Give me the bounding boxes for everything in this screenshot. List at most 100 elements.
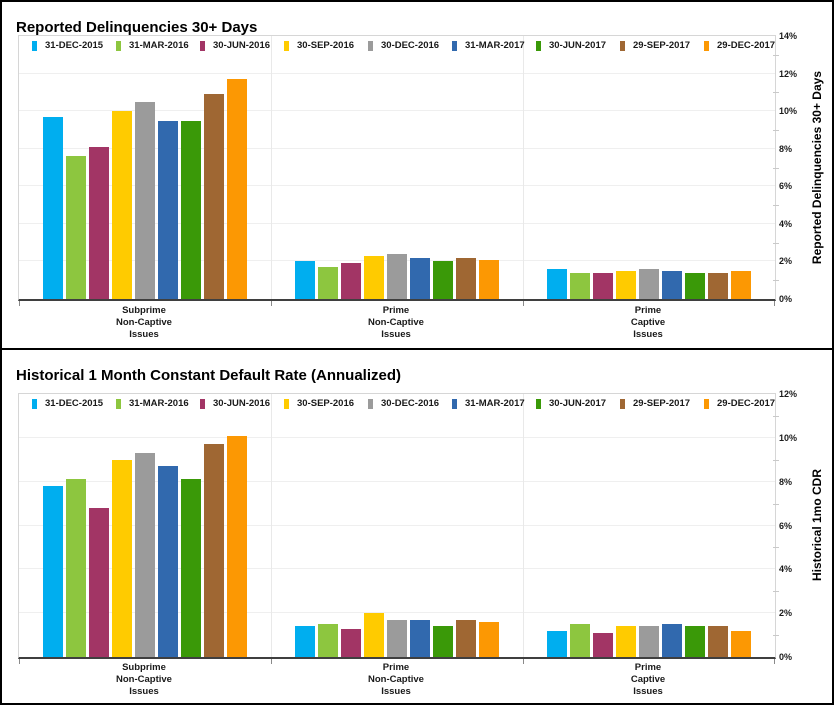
legend-swatch-icon: [368, 40, 373, 51]
bar-group: [19, 394, 271, 657]
bar: [66, 479, 86, 657]
legend-label: 31-MAR-2017: [465, 40, 525, 51]
x-axis-tick: [523, 301, 524, 306]
bar: [593, 633, 613, 657]
y-tick-label: 12%: [779, 389, 798, 399]
y-axis-title-text: Reported Delinquencies 30+ Days: [810, 70, 824, 265]
plot-area: 31-DEC-2015 31-MAR-2016 30-JUN-2016 30-SEP-…: [18, 35, 776, 306]
x-category-label-line: Non-Captive: [368, 317, 424, 328]
legend-swatch-icon: [620, 40, 625, 51]
y-tick-label: 4%: [779, 564, 793, 575]
bar: [685, 626, 705, 657]
gridline: [19, 568, 775, 570]
chart-panel-reported-delinquencies: Reported Delinquencies 30+ Days 31-DEC-2…: [2, 2, 832, 348]
bar: [708, 273, 728, 299]
legend-label: 30-JUN-2016: [213, 40, 271, 51]
x-category-label-line: Issues: [381, 686, 411, 697]
legend-swatch-icon: [116, 398, 121, 409]
bar: [295, 261, 315, 299]
bar: [456, 620, 476, 657]
y-tick-label: 4%: [779, 218, 793, 229]
legend-item: 31-MAR-2016: [103, 398, 189, 409]
legend-swatch-icon: [32, 398, 37, 409]
legend: 31-DEC-2015 31-MAR-2016 30-JUN-2016 30-SEP-…: [19, 395, 775, 412]
bar-group: [19, 36, 271, 299]
x-category-label-line: Issues: [381, 329, 411, 340]
legend-item: 31-DEC-2015: [19, 398, 103, 409]
bar: [341, 629, 361, 657]
y-tick-label: 6%: [779, 520, 793, 531]
x-category-label-line: Captive: [630, 674, 666, 685]
gridline: [19, 222, 775, 224]
bar: [112, 111, 132, 299]
x-category-label: Prime Non-Captive Issues: [270, 662, 522, 698]
x-category-label: Prime Captive Issues: [522, 305, 774, 341]
bar: [639, 269, 659, 299]
y-minor-tick: [773, 280, 779, 282]
bar: [318, 624, 338, 657]
bar: [639, 626, 659, 657]
y-tick-label: 8%: [779, 143, 793, 154]
y-axis-title-text: Historical 1mo CDR: [810, 469, 824, 582]
legend-item: 31-MAR-2017: [439, 40, 525, 51]
x-axis-tick: [271, 301, 272, 306]
legend-swatch-icon: [704, 398, 709, 409]
y-tick-label: 0%: [779, 652, 793, 662]
x-category-label-line: Issues: [129, 329, 159, 340]
bar-groups: [19, 36, 775, 299]
legend-item: 29-DEC-2017: [691, 398, 775, 409]
legend-swatch-icon: [284, 40, 289, 51]
chart-title: Reported Delinquencies 30+ Days: [16, 19, 258, 37]
x-axis-tick: [523, 659, 524, 664]
y-minor-tick: [773, 503, 779, 505]
legend-label: 31-DEC-2015: [45, 398, 104, 409]
bar: [685, 273, 705, 299]
bar: [181, 121, 201, 299]
legend-swatch-icon: [368, 398, 373, 409]
bar-groups: [19, 394, 775, 657]
bar: [318, 267, 338, 299]
bar: [662, 271, 682, 299]
x-category-label: Subprime Non-Captive Issues: [18, 662, 270, 698]
category-separator: [523, 394, 524, 657]
y-minor-tick: [773, 547, 779, 549]
x-axis-tick: [271, 659, 272, 664]
x-axis-tick: [774, 301, 775, 306]
y-minor-tick: [773, 54, 779, 56]
legend-item: 31-MAR-2016: [103, 40, 189, 51]
y-tick-label: 2%: [779, 608, 793, 619]
y-tick-label: 0%: [779, 294, 793, 304]
gridline: [19, 185, 775, 187]
y-tick-label: 10%: [779, 432, 798, 443]
x-category-labels: Subprime Non-Captive Issues Prime Non-Captiv…: [18, 662, 774, 698]
bar: [204, 94, 224, 299]
bar: [479, 622, 499, 657]
legend-label: 30-DEC-2016: [381, 398, 440, 409]
bar: [387, 620, 407, 657]
bar: [181, 479, 201, 657]
legend-item: 30-JUN-2017: [523, 398, 607, 409]
bar: [364, 613, 384, 657]
gridline: [19, 147, 775, 149]
y-minor-tick: [773, 459, 779, 461]
legend-item: 30-SEP-2016: [271, 40, 355, 51]
gridline: [19, 612, 775, 614]
bar: [547, 631, 567, 657]
legend: 31-DEC-2015 31-MAR-2016 30-JUN-2016 30-SEP-…: [19, 37, 775, 54]
bar-group: [523, 394, 775, 657]
x-category-label-line: Prime: [382, 305, 410, 316]
bar: [43, 117, 63, 299]
bar: [364, 256, 384, 299]
bar: [731, 631, 751, 657]
gridline: [19, 524, 775, 526]
y-axis-title: Historical 1mo CDR: [803, 393, 831, 658]
x-category-label: Prime Non-Captive Issues: [270, 305, 522, 341]
x-axis-tick: [19, 659, 20, 664]
legend-swatch-icon: [452, 398, 457, 409]
legend-swatch-icon: [536, 40, 541, 51]
bar: [66, 156, 86, 299]
bar: [295, 626, 315, 657]
legend-label: 30-JUN-2016: [213, 398, 271, 409]
bar: [547, 269, 567, 299]
bar: [616, 626, 636, 657]
